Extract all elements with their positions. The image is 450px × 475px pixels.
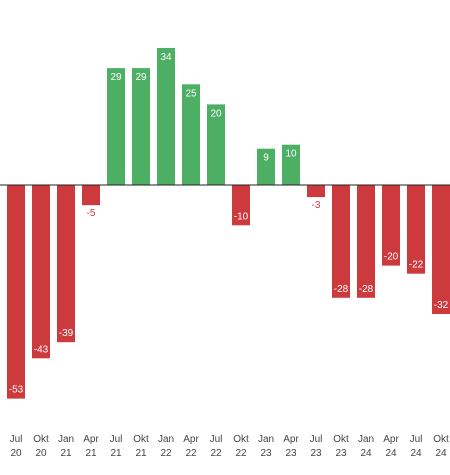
data-label-8: 20 (210, 108, 222, 119)
tick-label-month-10: Jan (258, 434, 274, 445)
tick-label-month-3: Apr (83, 434, 99, 445)
bar-10 (257, 148, 275, 185)
bar-4 (107, 68, 125, 185)
bar-17 (432, 185, 450, 314)
tick-label-month-9: Okt (233, 434, 249, 445)
data-label-3: -5 (87, 208, 96, 219)
tick-label-month-0: Jul (10, 434, 23, 445)
bar-5 (132, 68, 150, 185)
data-label-1: -43 (34, 344, 49, 355)
tick-label-month-7: Apr (183, 434, 199, 445)
tick-label-month-16: Jul (410, 434, 423, 445)
tick-label-year-11: 23 (285, 448, 297, 459)
tick-label-month-2: Jan (58, 434, 74, 445)
tick-label-month-13: Okt (333, 434, 349, 445)
bar-7 (182, 84, 200, 186)
data-label-4: 29 (110, 72, 122, 83)
bar-12 (307, 185, 325, 198)
bar-13 (332, 185, 350, 298)
bar-15 (382, 185, 400, 266)
tick-label-year-12: 23 (310, 448, 322, 459)
tick-label-year-2: 21 (60, 448, 72, 459)
bar-8 (207, 104, 225, 185)
data-label-11: 10 (285, 149, 297, 160)
bar-0 (7, 185, 25, 399)
tick-label-year-1: 20 (35, 448, 47, 459)
data-label-12: -3 (312, 200, 321, 211)
bar-11 (282, 144, 300, 185)
tick-label-month-4: Jul (110, 434, 123, 445)
tick-label-year-13: 23 (335, 448, 347, 459)
tick-label-month-14: Jan (358, 434, 374, 445)
tick-label-month-15: Apr (383, 434, 399, 445)
data-label-7: 25 (185, 88, 197, 99)
data-label-6: 34 (160, 52, 172, 63)
tick-label-year-15: 24 (385, 448, 397, 459)
tick-label-year-17: 24 (435, 448, 447, 459)
data-label-16: -22 (409, 260, 424, 271)
bar-6 (157, 48, 175, 185)
tick-label-month-6: Jan (158, 434, 174, 445)
bar-9 (232, 185, 250, 226)
tick-label-month-5: Okt (133, 434, 149, 445)
bar-16 (407, 185, 425, 274)
data-label-15: -20 (384, 252, 399, 263)
tick-label-year-3: 21 (85, 448, 97, 459)
bar-14 (357, 185, 375, 298)
bar-1 (32, 185, 50, 359)
data-label-10: 9 (263, 153, 269, 164)
data-labels-group: -53 -43 -39 -5 29 29 34 25 20 -10 9 10 -3 -28 -28 -20 -2… (9, 52, 449, 396)
x-axis-tick-labels: Jul 20 Okt 20 Jan 21 Apr 21 Jul 21 Okt 21 Jan 22 Apr 22… (10, 434, 449, 459)
data-label-9: -10 (234, 211, 249, 222)
bar-3 (82, 185, 100, 206)
bars-group (7, 48, 450, 399)
data-label-17: -32 (434, 300, 449, 311)
bar-2 (57, 185, 75, 343)
tick-label-year-6: 22 (160, 448, 172, 459)
tick-label-year-7: 22 (185, 448, 197, 459)
tick-label-year-8: 22 (210, 448, 222, 459)
tick-label-year-10: 23 (260, 448, 272, 459)
tick-label-year-9: 22 (235, 448, 247, 459)
data-label-2: -39 (59, 328, 74, 339)
tick-label-month-8: Jul (210, 434, 223, 445)
data-label-14: -28 (359, 284, 374, 295)
tick-label-year-0: 20 (10, 448, 22, 459)
tick-label-month-17: Okt (433, 434, 449, 445)
data-label-5: 29 (135, 72, 147, 83)
tick-label-year-16: 24 (410, 448, 422, 459)
tick-label-year-4: 21 (110, 448, 122, 459)
tick-label-year-14: 24 (360, 448, 372, 459)
tick-label-month-1: Okt (33, 434, 49, 445)
data-label-0: -53 (9, 385, 24, 396)
data-label-13: -28 (334, 284, 349, 295)
tick-label-month-11: Apr (283, 434, 299, 445)
tick-label-year-5: 21 (135, 448, 147, 459)
tick-label-month-12: Jul (310, 434, 323, 445)
